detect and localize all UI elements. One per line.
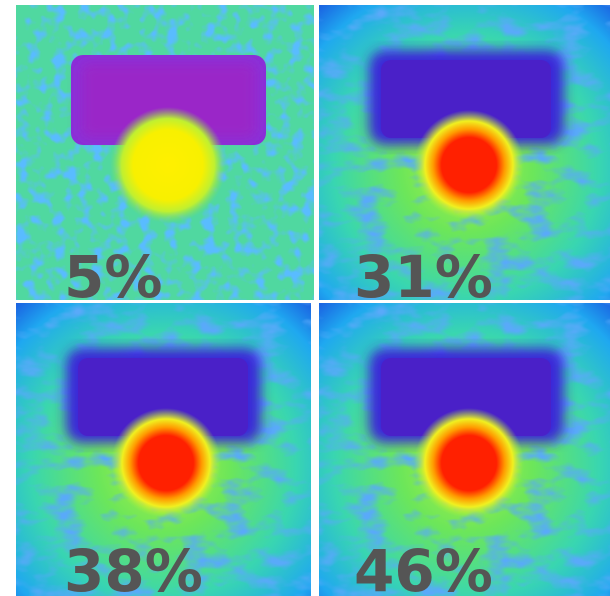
panel: 46% bbox=[319, 303, 610, 596]
panel: 31% bbox=[319, 5, 610, 311]
percent-label: 38% bbox=[64, 537, 203, 596]
figure: 5% 31% 38% 46% bbox=[0, 0, 610, 596]
percent-label: 5% bbox=[64, 243, 162, 311]
percent-label: 46% bbox=[354, 537, 493, 596]
panel: 38% bbox=[16, 303, 311, 596]
panel: 5% bbox=[16, 5, 314, 311]
percent-label: 31% bbox=[354, 243, 493, 311]
